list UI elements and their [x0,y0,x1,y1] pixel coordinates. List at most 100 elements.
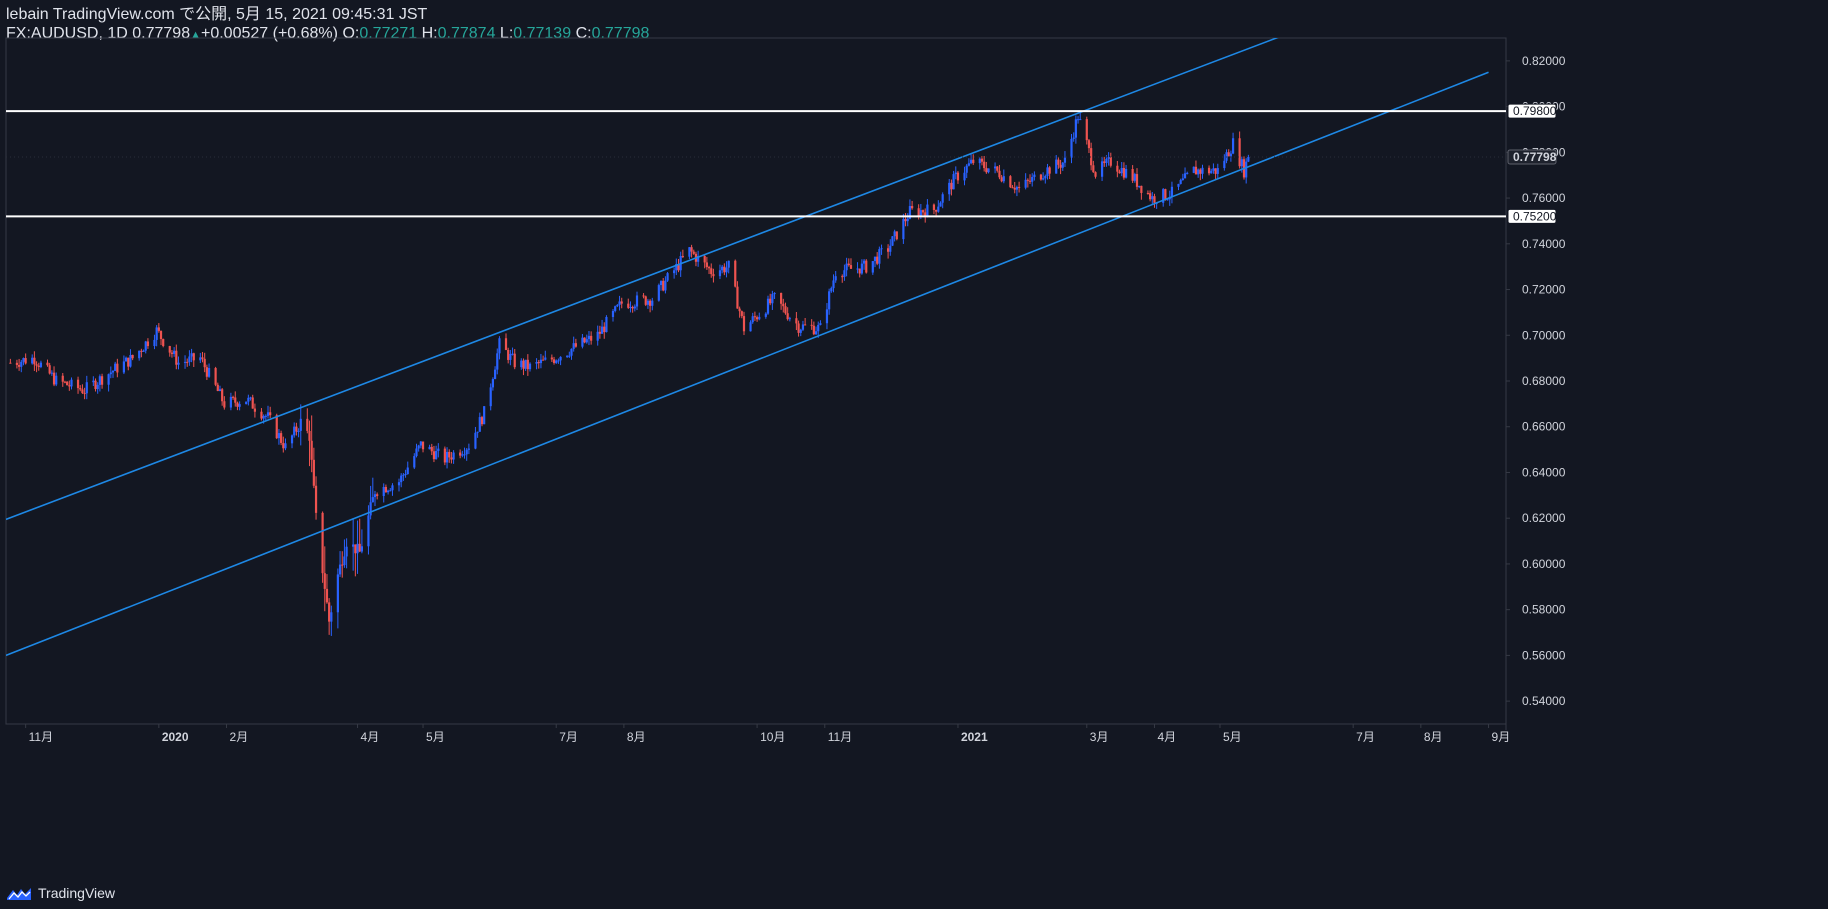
drawings[interactable] [6,35,1506,657]
candle-body [919,210,922,216]
candle-body [539,359,543,364]
candle-body [493,369,497,380]
candle-body [138,350,141,359]
lower-channel-line[interactable] [6,71,1489,657]
candle-body [1151,196,1154,200]
x-tick-label: 9月 [1492,730,1511,744]
candle-body [843,270,846,277]
candle-body [159,330,163,340]
candle-body [312,459,315,486]
candle-body [1107,157,1110,159]
candle-body [1028,180,1032,182]
candle-body [430,446,433,452]
candle-body [707,267,711,269]
candle-body [111,370,115,373]
candle-body [297,430,300,432]
candle-body [1146,192,1150,194]
candle-body [238,404,241,407]
candle-body [1192,166,1195,173]
candle-body [773,292,776,295]
candle-body [1039,174,1043,180]
candle-body [325,588,329,603]
candle-body [31,357,34,364]
candle-body [590,335,593,341]
candle-body [880,248,883,250]
candle-body [566,355,569,357]
candle-body [568,355,571,357]
candle-body [371,497,374,503]
up-arrow-icon: ▲ [190,29,201,41]
candle-body [306,418,309,431]
candle-body [749,322,752,332]
candle-body [972,159,975,164]
candle-body [1162,189,1165,203]
candle-body [323,573,326,589]
candle-body [266,412,270,416]
candle-body [236,402,239,407]
candle-body [513,353,516,368]
candle-body [1201,167,1204,174]
candle-body [555,360,558,363]
candle-body [697,256,700,262]
candle-body [282,442,285,449]
candle-body [1179,180,1182,184]
candle-body [275,415,278,439]
candle-body [649,300,652,306]
x-tick-label: 5月 [1223,730,1242,744]
candle-body [1116,165,1119,172]
candle-body [605,316,608,333]
candle-body [491,379,494,388]
candle-body [264,415,267,417]
candle-body [341,564,344,566]
candle-body [251,397,254,409]
candle-body [598,331,601,334]
candle-body [284,443,287,449]
candle-body [190,353,193,357]
candle-body [723,266,726,273]
candle-body [352,544,355,547]
grid [5,37,1507,730]
candle-body [214,368,217,385]
y-tick-label: 0.60000 [1522,557,1566,571]
candle-body [718,270,722,277]
candle-body [642,295,645,297]
level-price-tag [1507,103,1557,119]
candle-body [1214,168,1217,174]
candle-body [1122,167,1126,178]
y-tick-label: 0.56000 [1522,648,1566,662]
candle-body [314,485,318,513]
candle-body [904,219,907,222]
candle-body [85,382,88,394]
candle-body [766,298,770,314]
candle-body [1018,186,1021,188]
candle-body [79,388,82,390]
candle-body [223,401,226,408]
candle-body [871,261,874,273]
candle-body [221,389,224,402]
candle-body [1009,176,1012,188]
candle-body [1149,193,1152,200]
y-tick-label: 0.54000 [1522,694,1566,708]
candle-body [162,339,165,347]
candle-body [780,292,783,304]
candle-body [295,426,298,432]
candle-body [33,357,36,365]
candle-body [1048,167,1051,174]
candle-body [61,375,64,382]
y-tick-label: 0.70000 [1522,328,1566,342]
candle-body [703,256,706,263]
axes: 0.820000.800000.780000.760000.740000.720… [25,54,1566,744]
candle-body [489,387,492,407]
candle-body [229,396,232,408]
candle-body [1140,185,1143,193]
candle-body [603,326,606,333]
candle-body [382,486,385,497]
candle-body [1153,196,1156,203]
candle-body [413,456,416,468]
candle-body [92,380,95,383]
upper-channel-line[interactable] [6,35,1285,521]
candle-body [673,270,676,274]
candle-body [924,212,927,218]
candle-body [753,316,757,318]
